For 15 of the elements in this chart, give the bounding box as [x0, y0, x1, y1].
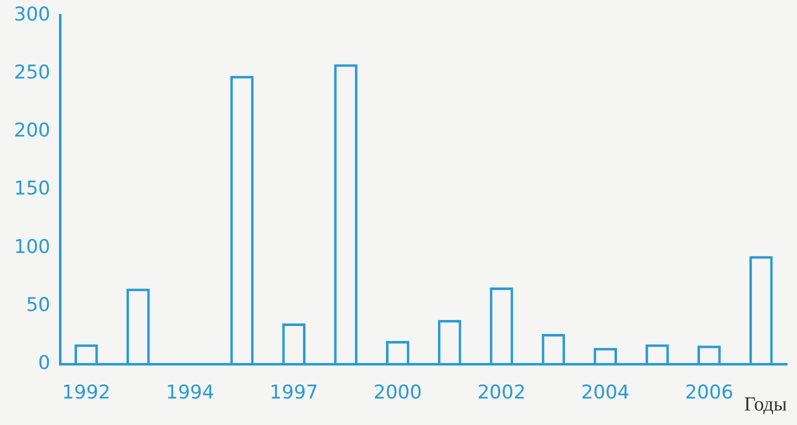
x-tick-label: 2002 [477, 382, 526, 404]
x-tick-label: 2000 [374, 382, 422, 404]
y-tick-label: 200 [14, 120, 50, 142]
y-tick-label: 150 [14, 178, 50, 200]
x-tick-label: 2004 [581, 382, 630, 404]
x-tick-label: 1997 [270, 382, 318, 404]
y-tick-label: 250 [14, 61, 50, 84]
x-tick-label: 1994 [166, 382, 214, 404]
y-tick-label: 300 [14, 3, 50, 26]
x-tick-label: 2006 [684, 382, 734, 404]
x-axis-title: Годы [744, 393, 787, 416]
y-tick-label: 0 [38, 352, 50, 374]
x-tick-label: 1992 [62, 382, 110, 404]
y-tick-label: 100 [14, 236, 50, 258]
y-tick-label: 50 [26, 294, 50, 316]
